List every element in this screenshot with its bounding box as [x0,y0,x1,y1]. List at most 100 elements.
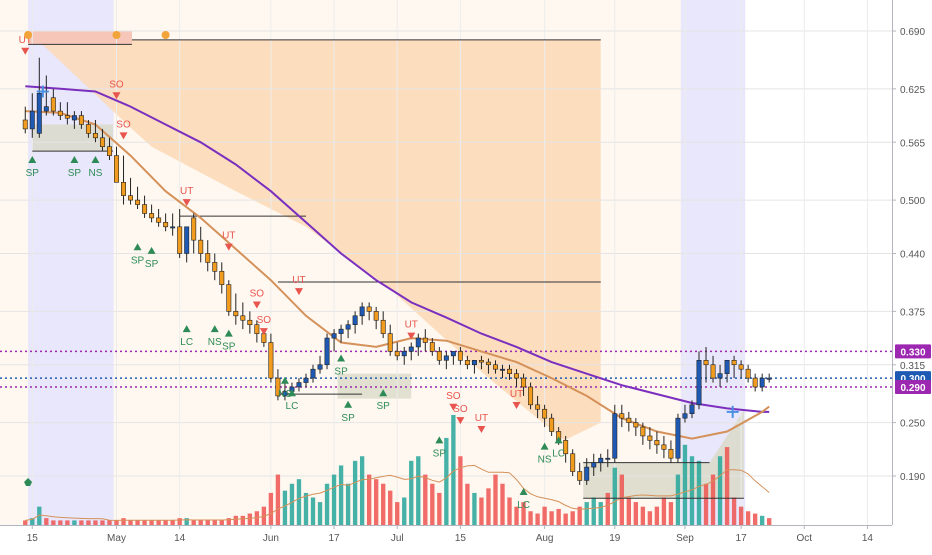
candle[interactable] [78,111,84,129]
candle[interactable] [205,240,211,272]
candle[interactable] [268,333,274,383]
candle[interactable] [591,453,597,476]
candle[interactable] [149,204,155,223]
candle[interactable] [114,146,119,183]
candle[interactable] [542,404,548,428]
candle[interactable] [640,422,646,445]
candle[interactable] [275,369,281,401]
candle[interactable] [373,306,379,330]
candle[interactable] [535,395,541,419]
candle[interactable] [408,342,414,361]
candle[interactable] [64,102,70,125]
candle[interactable] [366,302,372,321]
candle[interactable] [135,186,141,209]
candle[interactable] [450,351,456,365]
candle[interactable] [22,106,28,134]
candle[interactable] [605,449,611,468]
candle[interactable] [584,458,590,485]
candle[interactable] [619,404,625,428]
candle[interactable] [563,435,569,463]
candle[interactable] [493,360,498,374]
candle[interactable] [71,111,77,129]
candle[interactable] [128,177,134,205]
candle[interactable] [401,346,407,365]
candle[interactable] [226,280,232,316]
candle[interactable] [675,413,681,463]
candle[interactable] [331,329,337,352]
candle[interactable] [661,435,667,459]
candle[interactable] [500,364,505,379]
candle[interactable] [478,355,484,370]
candle[interactable] [570,449,576,476]
candle[interactable] [170,213,176,236]
candle[interactable] [759,373,765,392]
candle[interactable] [507,364,512,380]
candle[interactable] [247,311,253,334]
candle[interactable] [43,75,49,116]
candle[interactable] [514,369,520,387]
candle[interactable] [521,373,527,396]
candle[interactable] [296,378,302,392]
candle[interactable] [163,213,169,232]
candle[interactable] [345,320,351,339]
candle[interactable] [422,329,428,352]
candle[interactable] [717,364,723,387]
candle[interactable] [338,324,344,343]
candle[interactable] [724,359,730,383]
candle[interactable] [668,440,674,463]
candle[interactable] [324,333,330,370]
candle[interactable] [612,404,618,463]
candle[interactable] [731,355,737,379]
candle[interactable] [633,418,639,436]
candle[interactable] [380,311,386,339]
candle[interactable] [352,311,358,334]
candle[interactable] [254,320,260,343]
candle[interactable] [689,400,695,419]
candle[interactable] [598,453,604,472]
candle[interactable] [738,360,744,379]
candle[interactable] [29,93,35,138]
candle[interactable] [184,226,190,263]
candle[interactable] [92,120,98,143]
candle[interactable] [303,373,309,387]
candle[interactable] [191,213,197,254]
candle[interactable] [528,382,534,410]
candle[interactable] [36,57,42,138]
candle[interactable] [471,359,477,374]
candle[interactable] [387,324,393,356]
candle[interactable] [549,413,555,436]
candle[interactable] [443,351,449,370]
candle[interactable] [710,355,716,383]
candle[interactable] [682,404,688,423]
candle[interactable] [240,302,246,330]
candle[interactable] [577,462,583,485]
candle[interactable] [359,302,365,325]
candle[interactable] [219,262,225,294]
candle[interactable] [198,226,204,263]
candle[interactable] [752,373,758,392]
candle[interactable] [177,209,183,258]
candle[interactable] [317,355,323,374]
candle[interactable] [107,137,112,161]
candle[interactable] [233,293,239,325]
candle[interactable] [654,431,660,454]
candle[interactable] [485,358,491,374]
candle[interactable] [766,373,772,383]
candle[interactable] [57,102,63,120]
candle[interactable] [85,120,91,138]
candle[interactable] [50,88,56,116]
candle[interactable] [310,364,316,383]
candle[interactable] [436,346,442,365]
candle[interactable] [394,342,400,361]
candle[interactable] [415,333,421,356]
candle[interactable] [464,355,470,370]
candle[interactable] [745,364,751,383]
candle[interactable] [626,411,632,432]
candle[interactable] [121,155,126,205]
candle[interactable] [703,346,709,383]
candle[interactable] [457,346,463,365]
candle[interactable] [429,338,435,356]
candle[interactable] [156,209,162,227]
candle[interactable] [212,253,218,281]
